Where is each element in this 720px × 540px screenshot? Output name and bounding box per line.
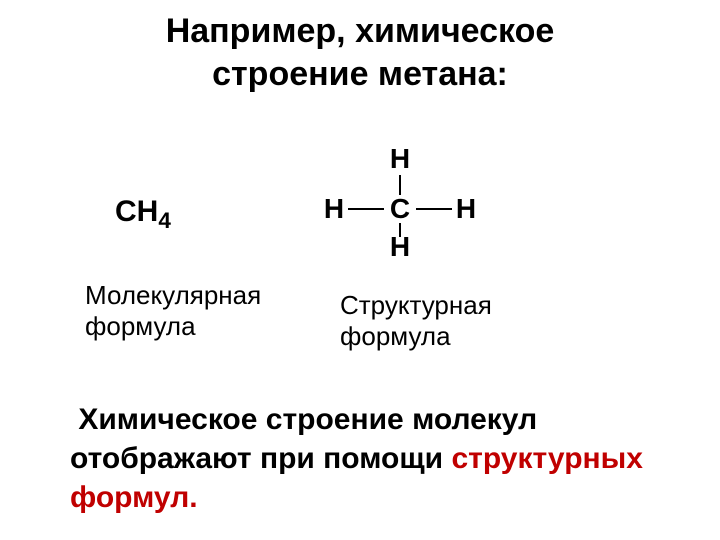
summary-paragraph: Химическое строение молекул отображают п… [70,400,650,517]
bond-left [348,208,384,210]
title-line-1: Например, химическое [166,12,555,50]
structural-label-line-1: Структурная [340,290,492,320]
atom-hydrogen-top: H [388,145,412,173]
molecular-label-line-2: формула [85,311,196,341]
bond-bottom [399,223,401,237]
atom-hydrogen-bottom: H [388,233,412,261]
atom-hydrogen-right: H [454,195,478,223]
structural-formula-diagram: C H H H H [310,135,490,265]
structural-formula-label: Структурная формула [340,290,492,352]
bond-right [416,208,452,210]
title-line-2: строение метана: [212,55,508,93]
molecular-label-line-1: Молекулярная [85,280,261,310]
structural-label-line-2: формула [340,321,451,351]
slide-title: Например, химическое строение метана: [0,10,720,95]
molecular-formula-label: Молекулярная формула [85,280,261,342]
molecular-formula-subscript: 4 [158,208,171,233]
molecular-formula-base: CH [115,195,158,228]
molecular-formula: CH4 [115,195,171,234]
bond-top [399,175,401,195]
atom-hydrogen-left: H [322,195,346,223]
slide: Например, химическое строение метана: CH… [0,0,720,540]
atom-carbon-center: C [388,195,412,223]
